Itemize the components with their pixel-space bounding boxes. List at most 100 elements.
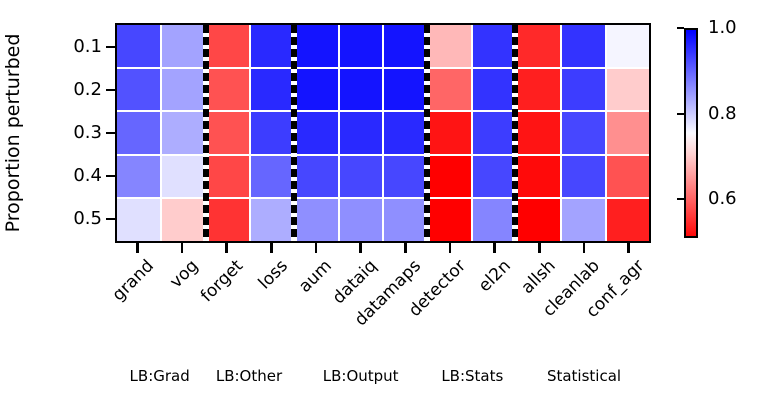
heatmap-cell — [250, 155, 293, 198]
heatmap-cell — [473, 112, 516, 154]
colorbar-tick — [677, 198, 684, 201]
x-tick — [627, 243, 630, 253]
heatmap-cell — [473, 155, 516, 198]
group-label: LB:Stats — [441, 367, 504, 385]
x-tick-label: vog — [165, 256, 203, 293]
heatmap-cell — [117, 199, 160, 241]
x-tick — [225, 243, 228, 253]
x-tick-label: el2n — [474, 256, 515, 297]
heatmap-cell — [206, 112, 249, 154]
heatmap-cell — [562, 155, 605, 198]
heatmap-cell — [384, 199, 427, 241]
group-label: LB:Output — [322, 367, 399, 385]
heatmap-cell — [384, 25, 427, 67]
heatmap-cell — [117, 112, 160, 154]
x-tick — [538, 243, 541, 253]
y-tick-label: 0.5 — [73, 208, 102, 229]
x-tick-label: aum — [295, 256, 337, 297]
heatmap-cell — [517, 112, 560, 154]
heatmap-cell — [295, 199, 338, 241]
y-tick-label: 0.1 — [73, 36, 102, 57]
heatmap-cell — [117, 25, 160, 67]
heatmap-cell — [562, 68, 605, 111]
heatmap-cell — [384, 112, 427, 154]
colorbar-tick-label: 0.8 — [708, 102, 737, 124]
heatmap-cell — [339, 68, 382, 111]
group-label: LB:Grad — [129, 367, 190, 385]
heatmap-cell — [339, 25, 382, 67]
group-label: Statistical — [546, 367, 622, 385]
heatmap-cell — [428, 112, 471, 154]
heatmap-cell — [295, 25, 338, 67]
heatmap-plot — [115, 23, 651, 243]
x-tick — [270, 243, 273, 253]
heatmap-cell — [206, 68, 249, 111]
group-separator — [512, 25, 519, 241]
heatmap-cell — [250, 112, 293, 154]
group-separator — [202, 25, 209, 241]
heatmap-cell — [161, 199, 204, 241]
heatmap-cell — [473, 199, 516, 241]
x-tick-label: loss — [254, 256, 292, 294]
heatmap-cell — [517, 199, 560, 241]
heatmap-cell — [562, 25, 605, 67]
heatmap-cell — [428, 25, 471, 67]
y-tick — [106, 217, 115, 221]
heatmap-cell — [161, 155, 204, 198]
heatmap-cell — [517, 155, 560, 198]
heatmap-cell — [428, 68, 471, 111]
x-tick — [493, 243, 496, 253]
colorbar-tick — [677, 112, 684, 115]
heatmap-cell — [161, 112, 204, 154]
heatmap-cell — [428, 155, 471, 198]
heatmap-cell — [206, 199, 249, 241]
y-tick — [106, 174, 115, 178]
y-tick — [106, 131, 115, 135]
heatmap-cell — [295, 112, 338, 154]
heatmap-cell — [339, 112, 382, 154]
heatmap-cell — [161, 68, 204, 111]
heatmap-cell — [517, 25, 560, 67]
heatmap-cell — [339, 199, 382, 241]
y-tick-label: 0.4 — [73, 165, 102, 186]
heatmap-cell — [161, 25, 204, 67]
colorbar-tick-label: 0.6 — [708, 188, 737, 210]
y-tick-label: 0.2 — [73, 79, 102, 100]
group-separator — [291, 25, 297, 241]
heatmap-cell — [606, 25, 649, 67]
heatmap-cell — [606, 199, 649, 241]
heatmap-cell — [606, 155, 649, 198]
y-tick — [106, 88, 115, 92]
heatmap-cell — [473, 68, 516, 111]
x-tick-label: forget — [196, 256, 247, 307]
x-tick — [359, 243, 362, 253]
heatmap-cell — [606, 112, 649, 154]
colorbar — [684, 28, 698, 238]
x-tick — [404, 243, 407, 253]
heatmap-cell — [295, 68, 338, 111]
x-tick-label: grand — [108, 256, 158, 306]
x-tick — [448, 243, 452, 253]
group-label: LB:Other — [215, 367, 283, 385]
heatmap-cell — [250, 199, 293, 241]
x-tick — [582, 243, 586, 253]
heatmap-cell — [428, 199, 471, 241]
heatmap-cell — [384, 155, 427, 198]
heatmap-cell — [606, 68, 649, 111]
heatmap-cell — [384, 68, 427, 111]
heatmap-cell — [562, 112, 605, 154]
y-tick-label: 0.3 — [73, 122, 102, 143]
heatmap-cell — [517, 68, 560, 111]
y-axis-label: Proportion perturbed — [2, 33, 24, 233]
heatmap-cell — [206, 25, 249, 67]
heatmap-cell — [206, 155, 249, 198]
x-tick — [314, 243, 318, 253]
heatmap-cell — [250, 25, 293, 67]
heatmap-cell — [117, 68, 160, 111]
heatmap-cell — [295, 155, 338, 198]
y-tick — [106, 45, 115, 49]
heatmap-cell — [473, 25, 516, 67]
heatmap-grid — [117, 25, 649, 241]
colorbar-tick-label: 1.0 — [708, 17, 737, 38]
